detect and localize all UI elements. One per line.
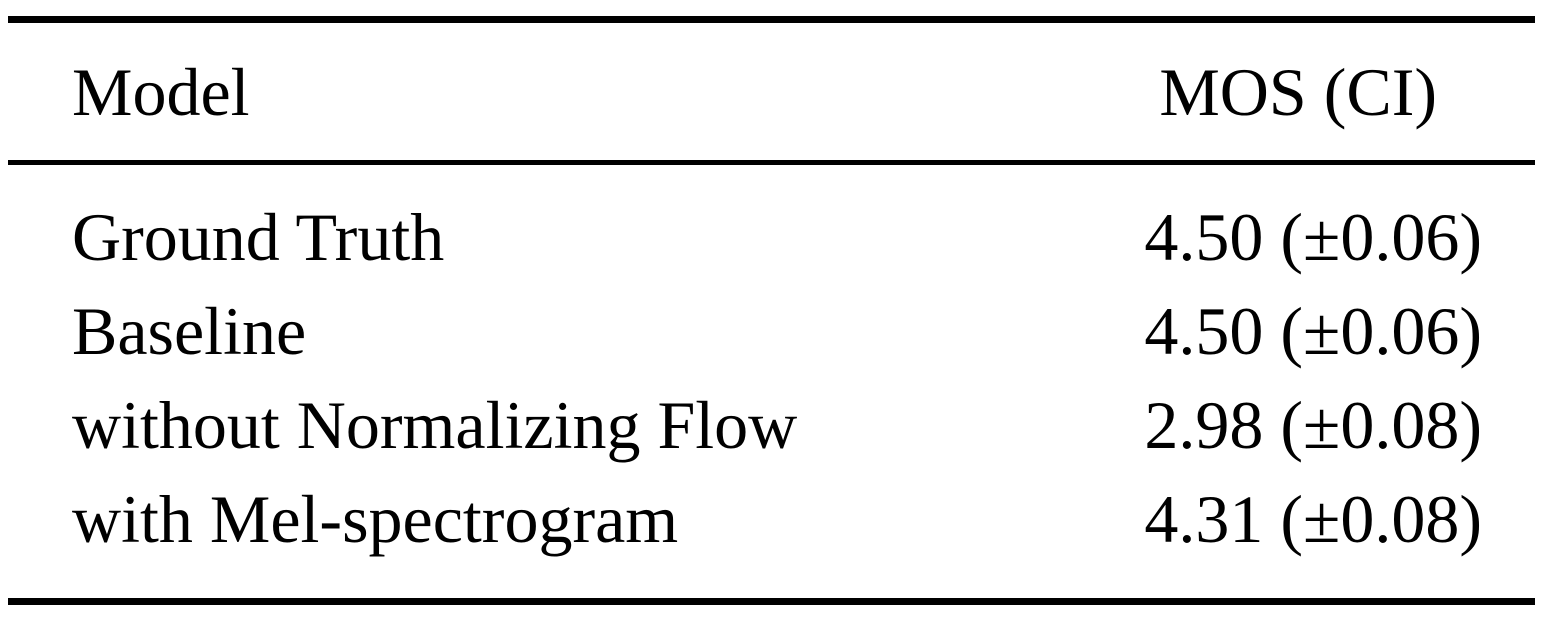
header-mos: MOS (CI) xyxy=(1159,54,1437,130)
mos-cell: 2.98 (±0.08) xyxy=(1144,387,1482,463)
model-cell: Ground Truth xyxy=(72,199,445,275)
mos-cell: 4.31 (±0.08) xyxy=(1144,481,1482,557)
header-model: Model xyxy=(72,54,250,130)
table-row: without Normalizing Flow 2.98 (±0.08) xyxy=(72,385,1482,465)
table-row: Ground Truth 4.50 (±0.06) xyxy=(72,197,1482,277)
mos-cell: 4.50 (±0.06) xyxy=(1144,293,1482,369)
model-cell: with Mel-spectrogram xyxy=(72,481,679,557)
model-cell: without Normalizing Flow xyxy=(72,387,798,463)
bottom-rule xyxy=(8,598,1535,605)
table-row: Baseline 4.50 (±0.06) xyxy=(72,291,1482,371)
mos-cell: 4.50 (±0.06) xyxy=(1144,199,1482,275)
table-row: with Mel-spectrogram 4.31 (±0.08) xyxy=(72,479,1482,559)
top-rule xyxy=(8,16,1535,23)
header-row: Model MOS (CI) xyxy=(72,52,1482,132)
header-rule xyxy=(8,160,1535,165)
model-cell: Baseline xyxy=(72,293,307,369)
